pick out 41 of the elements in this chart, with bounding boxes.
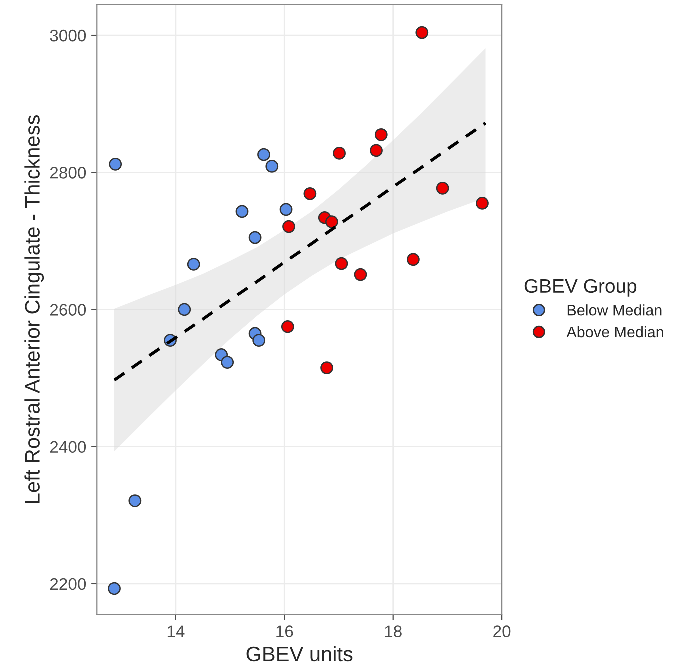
point — [320, 362, 334, 374]
y-tick-label: 2800 — [50, 167, 86, 179]
point — [221, 356, 234, 369]
point — [282, 220, 296, 234]
y-axis-title: Left Rostral Anterior Cingulate - Thickness — [24, 116, 44, 503]
point — [374, 128, 388, 142]
point — [325, 216, 338, 228]
x-axis-title: GBEV units — [246, 646, 353, 662]
point — [407, 253, 420, 266]
point — [335, 257, 348, 270]
y-tick-label: 2400 — [50, 441, 86, 454]
point — [333, 147, 346, 160]
point — [281, 320, 294, 334]
x-tick-label: 20 — [494, 626, 511, 638]
line-series — [112, 122, 488, 382]
x-tick-label: 16 — [276, 626, 294, 638]
point — [266, 160, 279, 173]
x-tick-label: 18 — [385, 626, 402, 638]
point — [252, 334, 266, 348]
x-tick-label: 14 — [168, 626, 185, 638]
point — [178, 303, 192, 316]
point — [258, 148, 270, 162]
point — [248, 231, 262, 244]
point — [280, 203, 293, 216]
point — [236, 205, 249, 218]
point — [108, 582, 121, 596]
legend-label: Below Median — [568, 304, 662, 316]
point — [436, 182, 450, 195]
legend-label: Above Median — [566, 326, 664, 338]
point — [416, 26, 429, 40]
legend-title: GBEV Group — [524, 279, 637, 297]
point — [128, 494, 142, 508]
point — [476, 197, 489, 210]
point — [109, 158, 122, 171]
point — [304, 187, 317, 200]
y-tick-label: 2200 — [50, 578, 86, 590]
y-tick-label: 2600 — [50, 304, 86, 316]
point — [187, 258, 200, 271]
point — [370, 144, 383, 158]
y-tick-label: 3000 — [50, 30, 86, 42]
point — [354, 268, 368, 282]
